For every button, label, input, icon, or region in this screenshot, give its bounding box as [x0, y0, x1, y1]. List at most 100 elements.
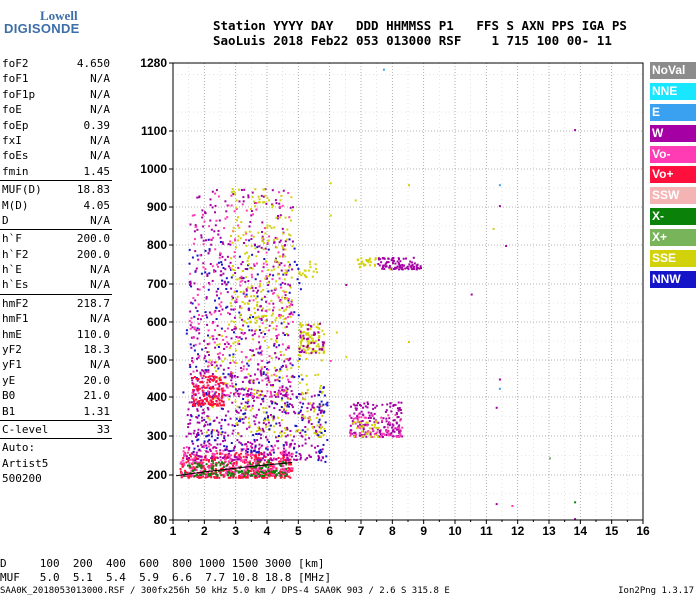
echo-point — [257, 195, 260, 198]
echo-point — [317, 323, 320, 326]
echo-point — [225, 335, 228, 338]
echo-point — [233, 291, 236, 294]
echo-point — [229, 240, 232, 243]
echo-point — [190, 346, 193, 349]
y-tick-label: 200 — [147, 468, 167, 482]
echo-point — [260, 459, 263, 462]
echo-point — [408, 341, 410, 343]
echo-point — [242, 455, 245, 458]
echo-point — [223, 404, 225, 407]
param-key: foEp — [2, 118, 29, 132]
echo-point — [210, 457, 213, 460]
echo-point — [231, 382, 234, 385]
echo-point — [387, 257, 390, 260]
echo-point — [230, 235, 232, 237]
echo-point — [237, 216, 239, 219]
echo-point — [222, 383, 225, 386]
echo-point — [315, 432, 318, 435]
echo-point — [250, 449, 253, 452]
param-row-ye: yE 20.0 — [0, 373, 112, 388]
param-row-d: D N/A — [0, 213, 112, 228]
echo-point — [217, 261, 220, 264]
echo-point — [245, 368, 248, 371]
echo-point — [254, 445, 257, 448]
echo-point — [299, 334, 302, 337]
echo-point — [279, 451, 282, 454]
echo-point — [280, 430, 283, 433]
echo-point — [231, 329, 234, 331]
echo-point — [355, 433, 358, 436]
param-value: 33 — [96, 422, 110, 436]
echo-point — [325, 455, 328, 458]
echo-point — [265, 472, 268, 475]
echo-point — [270, 289, 273, 292]
echo-point — [195, 460, 198, 463]
echo-point — [245, 244, 248, 247]
echo-point — [382, 265, 384, 268]
echo-point — [398, 432, 401, 435]
echo-point — [399, 264, 401, 267]
echo-point — [236, 376, 239, 378]
echo-point — [350, 429, 353, 432]
echo-point — [192, 383, 195, 386]
echo-point — [218, 297, 221, 300]
echo-point — [218, 219, 221, 222]
echo-point — [252, 289, 255, 292]
echo-point — [288, 462, 291, 465]
echo-point — [394, 262, 397, 265]
echo-point — [242, 407, 245, 410]
echo-point — [189, 432, 192, 435]
echo-point — [304, 426, 307, 428]
echo-point — [282, 253, 285, 256]
param-row-m-d-: M(D) 4.05 — [0, 198, 112, 213]
echo-point — [363, 402, 366, 405]
logo-line1: Lowell — [40, 8, 78, 23]
echo-point — [204, 393, 206, 395]
echo-point — [279, 390, 282, 393]
echo-point — [275, 346, 278, 349]
echo-point — [301, 272, 304, 275]
echo-point — [206, 416, 209, 419]
echo-point — [365, 421, 368, 424]
echo-point — [223, 445, 226, 448]
echo-point — [271, 446, 274, 449]
echo-point — [313, 410, 316, 413]
echo-point — [367, 261, 370, 264]
echo-point — [231, 424, 234, 427]
echo-point — [242, 333, 245, 336]
echo-point — [318, 435, 321, 438]
echo-point — [241, 380, 244, 383]
echo-point — [269, 464, 272, 467]
echo-point — [219, 453, 222, 455]
echo-point — [389, 405, 392, 408]
echo-point — [228, 313, 231, 316]
echo-point — [260, 315, 263, 318]
param-key: hmF2 — [2, 296, 29, 310]
echo-point — [329, 182, 332, 185]
param-value: N/A — [90, 87, 110, 101]
echo-point — [261, 467, 264, 469]
echo-point — [275, 341, 278, 344]
echo-point — [283, 447, 285, 450]
echo-point — [280, 354, 282, 356]
echo-point — [256, 305, 259, 308]
echo-point — [253, 447, 256, 450]
echo-point — [293, 442, 296, 445]
echo-point — [247, 325, 250, 328]
echo-point — [197, 402, 200, 405]
echo-point — [217, 431, 220, 434]
echo-point — [283, 454, 286, 457]
echo-point — [201, 445, 204, 448]
echo-point — [285, 391, 288, 394]
echo-point — [228, 455, 231, 458]
echo-point — [240, 369, 243, 372]
echo-point — [205, 450, 208, 453]
echo-point — [316, 413, 319, 416]
echo-point — [270, 314, 273, 317]
echo-point — [198, 355, 201, 357]
echo-point — [265, 470, 268, 473]
param-separator — [0, 438, 112, 440]
echo-point — [222, 400, 225, 403]
echo-point — [202, 445, 205, 447]
